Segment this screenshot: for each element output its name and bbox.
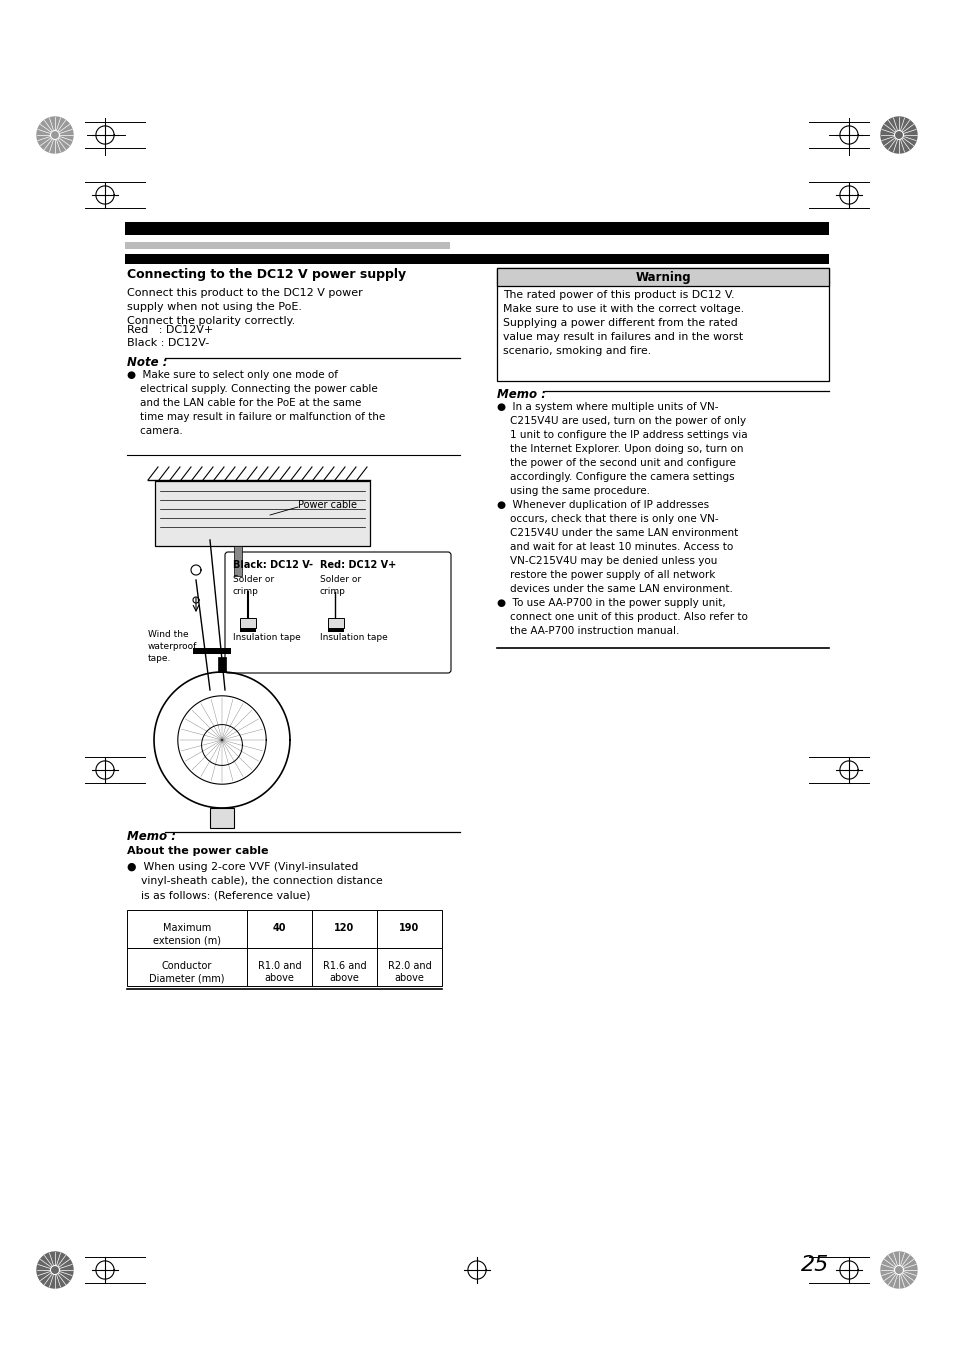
Bar bbox=[125, 242, 450, 249]
Bar bbox=[312, 948, 376, 986]
Bar bbox=[125, 222, 828, 235]
Text: Note :: Note : bbox=[127, 357, 168, 369]
Bar bbox=[233, 546, 242, 576]
Bar bbox=[312, 911, 376, 948]
Bar bbox=[376, 911, 441, 948]
Bar bbox=[247, 948, 312, 986]
Text: Solder or
crimp: Solder or crimp bbox=[319, 576, 361, 596]
Text: Memo :: Memo : bbox=[497, 388, 545, 401]
Bar bbox=[376, 948, 441, 986]
Bar bbox=[328, 617, 344, 628]
Text: Maximum
extension (m): Maximum extension (m) bbox=[152, 923, 221, 946]
Text: Red: DC12 V+: Red: DC12 V+ bbox=[319, 561, 395, 570]
Text: Insulation tape: Insulation tape bbox=[233, 634, 300, 642]
Text: Black: DC12 V-: Black: DC12 V- bbox=[233, 561, 313, 570]
Bar bbox=[247, 911, 312, 948]
Text: Warning: Warning bbox=[635, 272, 690, 284]
Bar bbox=[240, 628, 255, 632]
Text: R1.0 and
above: R1.0 and above bbox=[257, 961, 301, 984]
Text: The rated power of this product is DC12 V.
Make sure to use it with the correct : The rated power of this product is DC12 … bbox=[502, 290, 743, 357]
Text: 120: 120 bbox=[334, 923, 355, 934]
Bar bbox=[127, 911, 247, 948]
Text: 25: 25 bbox=[800, 1255, 828, 1275]
Bar bbox=[125, 254, 828, 263]
Text: Wind the
waterproof
tape.: Wind the waterproof tape. bbox=[148, 630, 197, 662]
Bar bbox=[328, 628, 344, 632]
Text: Solder or
crimp: Solder or crimp bbox=[233, 576, 274, 596]
Bar bbox=[154, 481, 370, 546]
Text: Connecting to the DC12 V power supply: Connecting to the DC12 V power supply bbox=[127, 267, 406, 281]
Text: Conductor
Diameter (mm): Conductor Diameter (mm) bbox=[149, 961, 225, 984]
Text: Power cable: Power cable bbox=[297, 500, 356, 509]
Bar bbox=[218, 657, 226, 671]
Text: Insulation tape: Insulation tape bbox=[319, 634, 387, 642]
Bar bbox=[497, 267, 828, 381]
Polygon shape bbox=[37, 118, 73, 153]
Bar bbox=[193, 648, 231, 654]
Polygon shape bbox=[880, 118, 916, 153]
Bar bbox=[210, 808, 233, 828]
Polygon shape bbox=[880, 1252, 916, 1288]
Text: R1.6 and
above: R1.6 and above bbox=[322, 961, 366, 984]
Polygon shape bbox=[37, 1252, 73, 1288]
FancyBboxPatch shape bbox=[225, 553, 451, 673]
Text: 40: 40 bbox=[273, 923, 286, 934]
Bar bbox=[127, 948, 247, 986]
Text: Red   : DC12V+: Red : DC12V+ bbox=[127, 326, 213, 335]
Text: 190: 190 bbox=[399, 923, 419, 934]
Text: VN-C215_EN.book   Page 25   Monday,  November 27,  2006   9:52 AM: VN-C215_EN.book Page 25 Monday, November… bbox=[194, 226, 544, 235]
Bar bbox=[240, 617, 255, 628]
Text: ●  When using 2-core VVF (Vinyl-insulated
    vinyl-sheath cable), the connectio: ● When using 2-core VVF (Vinyl-insulated… bbox=[127, 862, 382, 900]
Text: Connect this product to the DC12 V power
supply when not using the PoE.
Connect : Connect this product to the DC12 V power… bbox=[127, 288, 362, 326]
Text: About the power cable: About the power cable bbox=[127, 846, 268, 857]
Text: Memo :: Memo : bbox=[127, 830, 175, 843]
Text: R2.0 and
above: R2.0 and above bbox=[387, 961, 431, 984]
Text: ●  Make sure to select only one mode of
    electrical supply. Connecting the po: ● Make sure to select only one mode of e… bbox=[127, 370, 385, 436]
Text: Black : DC12V-: Black : DC12V- bbox=[127, 338, 209, 349]
Text: ●  In a system where multiple units of VN-
    C215V4U are used, turn on the pow: ● In a system where multiple units of VN… bbox=[497, 403, 747, 636]
Bar bbox=[497, 267, 828, 286]
